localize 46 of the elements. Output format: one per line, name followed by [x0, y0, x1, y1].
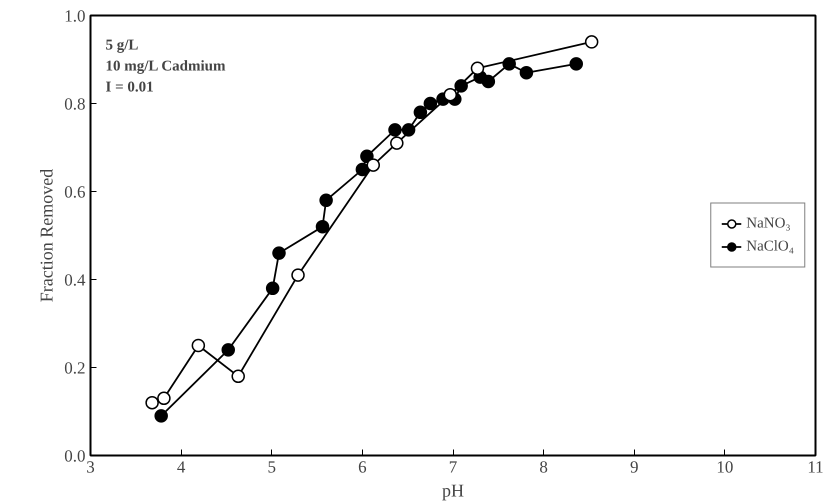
- point: [584, 35, 598, 49]
- point: [414, 106, 428, 120]
- point: [570, 57, 583, 71]
- y-tick-label: 1.0: [64, 6, 86, 26]
- point: [316, 220, 330, 234]
- point: [291, 268, 305, 282]
- x-tick-label: 11: [807, 458, 824, 476]
- y-tick-label: 0.4: [64, 270, 86, 290]
- y-tick-label: 0.8: [64, 94, 86, 114]
- x-tick-label: 4: [176, 458, 186, 476]
- x-tick-label: 6: [358, 458, 367, 476]
- y-axis-title: Fraction Removed: [36, 168, 56, 302]
- point: [482, 74, 496, 88]
- point: [366, 158, 380, 172]
- x-axis-title: pH: [442, 480, 464, 500]
- annotation: 5 g/L: [106, 38, 138, 54]
- point: [388, 123, 402, 137]
- x-tick-label: 8: [539, 458, 548, 476]
- point: [470, 62, 484, 76]
- point: [360, 150, 374, 164]
- point: [154, 409, 168, 423]
- y-tick-label: 0.2: [64, 358, 86, 378]
- y-tick-label: 0.0: [64, 446, 86, 466]
- point: [444, 88, 458, 102]
- legend-label: NaNO₃: [746, 215, 791, 232]
- point: [356, 162, 370, 176]
- point: [520, 66, 534, 80]
- annotation: I = 0.01: [106, 80, 154, 96]
- point: [192, 338, 206, 352]
- x-tick-label: 7: [448, 458, 458, 476]
- point: [231, 370, 245, 384]
- legend-label: NaClO₄: [746, 238, 794, 255]
- annotation: 10 mg/L Cadmium: [106, 58, 226, 74]
- point: [157, 392, 171, 406]
- x-tick-label: 9: [630, 458, 638, 476]
- point: [272, 246, 286, 260]
- point: [390, 136, 404, 150]
- point: [319, 194, 333, 208]
- y-tick-label: 0.6: [64, 182, 86, 202]
- x-tick-label: 10: [716, 458, 734, 476]
- point: [266, 282, 280, 296]
- x-tick-label: 3: [86, 458, 95, 476]
- point: [222, 343, 235, 357]
- point: [424, 96, 438, 110]
- point: [145, 396, 159, 410]
- x-tick-label: 5: [268, 458, 276, 476]
